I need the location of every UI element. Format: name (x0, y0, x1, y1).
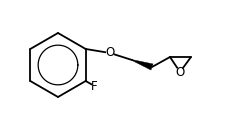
Text: F: F (91, 79, 97, 92)
Polygon shape (131, 60, 152, 70)
Text: O: O (105, 46, 114, 59)
Text: O: O (175, 66, 184, 79)
